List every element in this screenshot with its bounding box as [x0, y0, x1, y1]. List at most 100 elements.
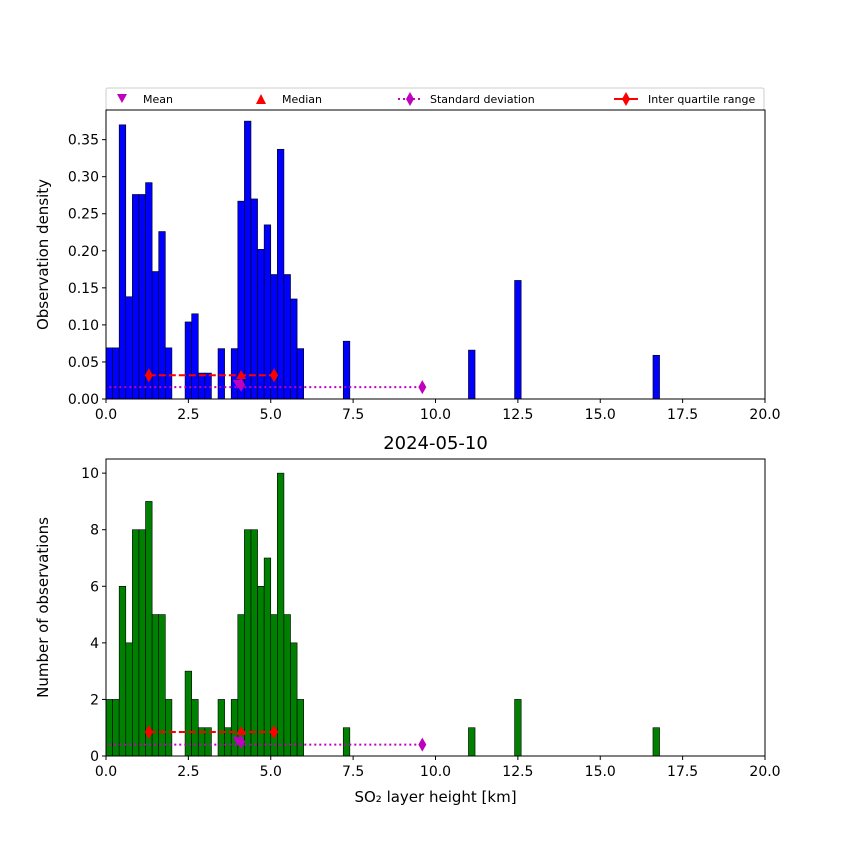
histogram-bar	[263, 557, 272, 757]
histogram-bar	[217, 699, 225, 757]
histogram-bar	[250, 198, 258, 400]
median-marker	[236, 370, 247, 380]
histogram-bar	[230, 699, 239, 757]
x-tick-label: 5.0	[260, 764, 282, 780]
histogram-bar	[118, 124, 127, 400]
histogram-bar	[197, 372, 206, 400]
y-tick-label: 0.00	[68, 392, 99, 408]
histogram-bar	[145, 182, 153, 400]
x-tick-label: 7.5	[342, 764, 364, 780]
histogram-bar	[112, 699, 120, 757]
histogram-bar	[217, 348, 225, 400]
y-axis-label: Number of observations	[34, 517, 52, 698]
std-marker	[418, 380, 427, 395]
histogram-bar	[138, 194, 146, 400]
histogram-bar	[277, 472, 285, 757]
histogram-bar	[250, 529, 258, 757]
y-tick-label: 4	[90, 636, 99, 652]
iqr-marker	[144, 368, 153, 383]
histogram-bar	[468, 727, 476, 757]
histogram-bar	[652, 727, 660, 757]
histogram-bar	[158, 614, 166, 757]
x-tick-label: 17.5	[667, 764, 698, 780]
legend-label-std: Standard deviation	[430, 93, 535, 106]
mean-marker-icon	[117, 94, 127, 103]
legend-entry-median: Median	[256, 93, 322, 106]
histogram-bar	[125, 642, 133, 757]
y-tick-label: 0.05	[68, 355, 99, 371]
histogram-bar	[514, 280, 522, 400]
std-center-marker	[237, 734, 246, 749]
x-tick-label: 12.5	[502, 407, 533, 423]
std-marker	[418, 737, 427, 752]
histogram-bar	[125, 296, 133, 400]
axes-frame	[105, 109, 766, 400]
histogram-bar	[184, 670, 192, 757]
count-histogram-panel: 0.0 2.5 5.0 7.5 10.0 12.5 15.0 17.5 20.0 0 2 4 6 8 10 N…	[34, 433, 781, 806]
x-tick-label: 0.0	[95, 764, 117, 780]
y-tick-label: 0.25	[68, 207, 99, 223]
x-tick-label: 0.0	[95, 407, 117, 423]
histogram-bar	[277, 148, 285, 400]
histogram-bar	[191, 699, 199, 757]
x-tick-label: 2.5	[177, 407, 199, 423]
histogram-bar	[257, 249, 265, 400]
y-tick-label: 0.15	[68, 281, 99, 297]
y-tick-label: 0.35	[68, 133, 99, 149]
legend-entry-std: Standard deviation	[398, 92, 535, 106]
histogram-bar	[132, 529, 140, 757]
iqr-marker	[270, 724, 279, 739]
histogram-bar	[290, 642, 298, 757]
histogram-bar	[105, 347, 113, 400]
x-tick-label: 20.0	[749, 764, 780, 780]
histogram-bar	[165, 347, 173, 400]
histogram-bar	[652, 354, 660, 400]
iqr-marker	[270, 368, 279, 383]
x-tick-label: 7.5	[342, 407, 364, 423]
legend-label-iqr: Inter quartile range	[648, 93, 755, 106]
y-tick-label: 0.20	[68, 244, 99, 260]
axes-frame	[105, 458, 766, 757]
histogram-bar	[138, 529, 146, 757]
legend-label-mean: Mean	[143, 93, 173, 106]
histogram-bar	[151, 271, 160, 400]
y-axis-label: Observation density	[34, 179, 52, 330]
histogram-bar	[342, 727, 351, 757]
histogram-bar	[118, 585, 127, 757]
histogram-bar	[290, 298, 298, 400]
y-tick-label: 2	[90, 692, 99, 708]
y-tick-label: 0.30	[68, 170, 99, 186]
histogram-bar	[151, 614, 160, 757]
std-center-marker	[237, 377, 246, 392]
histogram-bar	[257, 585, 265, 757]
x-axis-label: SO₂ layer height [km]	[354, 788, 516, 806]
iqr-marker	[144, 724, 153, 739]
histogram-bar	[204, 372, 212, 400]
histogram-bar	[283, 614, 291, 757]
histogram-bar	[132, 194, 140, 400]
histogram-bar	[244, 120, 252, 400]
std-marker-icon	[406, 92, 414, 106]
x-tick-label: 15.0	[585, 764, 616, 780]
histogram-bar	[263, 224, 272, 400]
x-tick-label: 17.5	[667, 407, 698, 423]
legend-label-median: Median	[282, 93, 322, 106]
x-tick-label: 12.5	[502, 764, 533, 780]
chart-title: 2024-05-10	[383, 433, 488, 454]
histogram-bar	[230, 348, 239, 400]
histogram-bar	[468, 349, 476, 400]
iqr-marker-icon	[622, 92, 630, 106]
y-tick-label: 0	[90, 749, 99, 765]
x-tick-label: 2.5	[177, 764, 199, 780]
histogram-bar	[237, 200, 245, 400]
median-marker-icon	[256, 94, 266, 104]
x-tick-label: 10.0	[420, 407, 451, 423]
y-tick-label: 6	[90, 579, 99, 595]
histogram-bar	[296, 699, 304, 757]
histogram-bar	[342, 340, 351, 400]
histogram-bar	[105, 699, 113, 757]
x-tick-label: 5.0	[260, 407, 282, 423]
histogram-bar	[145, 501, 153, 757]
x-tick-label: 10.0	[420, 764, 451, 780]
